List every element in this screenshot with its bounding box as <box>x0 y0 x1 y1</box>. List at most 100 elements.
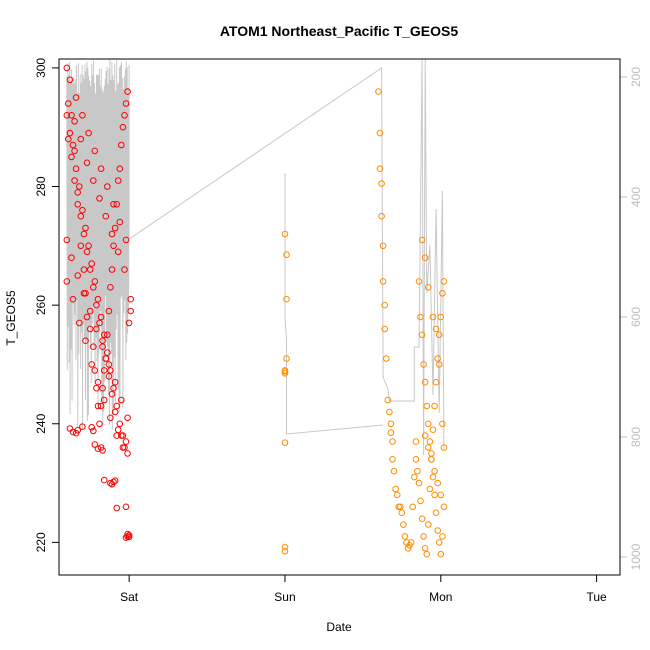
data-point-series1 <box>124 88 131 95</box>
data-point-series2 <box>281 370 289 377</box>
data-point-series1 <box>110 201 117 208</box>
data-point-series1 <box>85 242 92 250</box>
data-point-series2 <box>439 290 446 297</box>
data-point-series1 <box>91 367 99 374</box>
data-point-series1 <box>63 112 71 119</box>
data-point-series2 <box>423 550 431 558</box>
data-point-series2 <box>393 491 401 499</box>
data-point-series1 <box>72 94 80 101</box>
data-point-series1 <box>94 402 102 410</box>
data-point-series2 <box>435 539 443 546</box>
y2-tick-label: 1000 <box>629 543 643 570</box>
data-point-series2 <box>389 456 396 463</box>
data-point-series2 <box>418 236 426 244</box>
data-point-series1 <box>113 504 120 512</box>
data-point-series1 <box>94 295 102 303</box>
data-point-series2 <box>283 251 290 258</box>
data-point-series1 <box>113 432 120 439</box>
data-point-series1 <box>122 534 130 541</box>
data-point-series1 <box>91 147 99 155</box>
data-point-series1 <box>122 236 130 244</box>
data-point-series2 <box>407 539 415 546</box>
data-point-series1 <box>90 427 97 435</box>
y-tick-label: 240 <box>34 413 48 433</box>
data-point-series2 <box>379 278 387 285</box>
data-point-series1 <box>107 284 114 291</box>
data-point-series1 <box>105 361 113 368</box>
data-point-series1 <box>88 260 95 267</box>
data-point-series2 <box>378 180 385 187</box>
data-point-series2 <box>428 450 435 457</box>
x-axis-label: Date <box>326 620 352 634</box>
data-point-series1 <box>96 195 103 202</box>
data-point-series2 <box>426 438 434 445</box>
data-point-series1 <box>88 424 95 431</box>
data-point-series1 <box>97 313 105 321</box>
data-point-series1 <box>79 206 86 214</box>
data-point-series2 <box>425 521 432 528</box>
data-point-series2 <box>428 456 435 463</box>
data-point-series1 <box>119 123 127 131</box>
data-point-series1 <box>71 118 78 125</box>
data-point-series1 <box>82 337 89 345</box>
data-point-series1 <box>121 112 128 119</box>
y-tick-label: 280 <box>34 176 48 196</box>
pressure-line <box>66 58 445 456</box>
y2-tick-label: 400 <box>629 187 643 207</box>
data-point-series1 <box>63 64 71 72</box>
x-tick-label: Sat <box>120 590 139 604</box>
data-point-series1 <box>125 319 133 327</box>
data-point-series1 <box>71 177 78 184</box>
data-point-series2 <box>437 550 445 558</box>
data-point-series1 <box>93 325 100 333</box>
data-point-series1 <box>74 272 81 279</box>
data-point-series2 <box>392 485 399 493</box>
data-point-series2 <box>412 438 420 445</box>
data-point-series1 <box>118 141 125 149</box>
data-point-series1 <box>68 112 75 119</box>
data-point-series1 <box>105 373 113 380</box>
data-point-series1 <box>100 367 108 374</box>
data-point-series1 <box>118 432 125 439</box>
data-point-series1 <box>99 343 106 351</box>
data-point-series1 <box>69 295 77 303</box>
data-point-series1 <box>118 396 125 404</box>
data-point-series2 <box>415 479 423 487</box>
data-point-series1 <box>127 295 134 303</box>
y-axis-label: T_GEOS5 <box>4 290 18 346</box>
axes: Sat Sun Mon Tue 220 240 260 280 300 200 400 600 800 1… <box>34 58 643 604</box>
data-point-series2 <box>415 278 423 285</box>
data-point-series1 <box>100 331 108 339</box>
data-point-series1 <box>108 266 116 273</box>
data-point-series1 <box>97 165 105 172</box>
data-point-series1 <box>65 135 72 143</box>
data-point-series1 <box>114 177 122 184</box>
data-point-series1 <box>63 278 71 285</box>
data-point-series2 <box>432 378 440 386</box>
pressure-trace-main <box>66 58 445 456</box>
data-point-series2 <box>381 325 389 333</box>
data-point-series2 <box>440 444 448 451</box>
data-point-series1 <box>90 284 97 291</box>
data-point-series2 <box>420 361 427 368</box>
data-point-series1 <box>86 307 94 315</box>
data-point-series1 <box>100 396 108 404</box>
data-point-series1 <box>74 427 81 434</box>
data-point-series2 <box>435 331 443 339</box>
data-point-series2 <box>425 420 432 428</box>
data-point-series2 <box>420 533 427 540</box>
data-point-series1 <box>113 402 120 410</box>
data-point-series2 <box>383 355 390 362</box>
data-point-series1 <box>96 420 103 428</box>
data-point-series1 <box>119 444 127 451</box>
data-point-series2 <box>425 444 432 451</box>
data-point-series1 <box>71 147 78 155</box>
data-point-series1 <box>77 135 85 143</box>
data-point-series1 <box>104 183 111 190</box>
data-point-series2 <box>437 313 445 321</box>
data-point-series2 <box>439 533 446 540</box>
data-point-series1 <box>79 423 86 431</box>
data-point-series2 <box>429 473 437 481</box>
data-point-series2 <box>440 278 448 285</box>
